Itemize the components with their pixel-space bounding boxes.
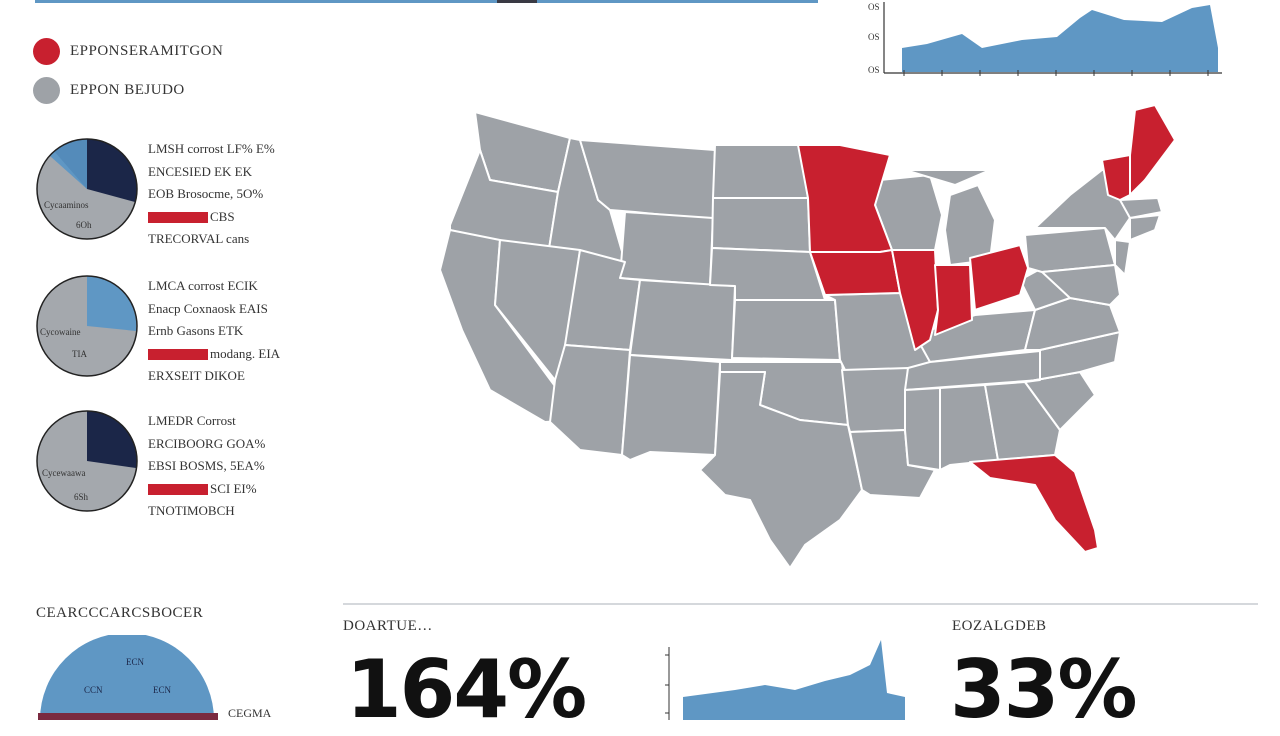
pie-block-3: Cycewaawa 6Sh LMEDR Corrost ERCIBOORG GO… (36, 410, 336, 520)
pie-line: LMEDR Corrost (148, 413, 236, 428)
state-ms (904, 387, 941, 471)
bottom-left-title: CEARCCCARCSBOCER (36, 605, 204, 621)
pie-label: CCN (84, 685, 103, 695)
pie-line-text: SCI EI% (210, 480, 257, 496)
pie-line-text: modang. EIA (210, 345, 281, 361)
pie-label: 6Oh (76, 220, 92, 230)
pie-label: Cycaaminos (44, 200, 89, 210)
pie-line: LMSH corrost LF% E% (148, 141, 275, 156)
pie-line: Enacp Coxnaosk EAIS (148, 300, 268, 316)
legend-item-base: EPPON BEJUDO (33, 77, 185, 104)
state-az (549, 344, 631, 456)
pie-chart-3: Cycewaawa 6Sh (36, 410, 138, 512)
state-ct (1129, 214, 1161, 241)
pie-3-lines: LMEDR Corrost ERCIBOORG GOA% EBSI BOSMS,… (148, 410, 265, 523)
state-nd (712, 144, 809, 199)
pie-block-2: Cycowaine TIA LMCA corrost ECIK Enacp Co… (36, 275, 336, 385)
pie-line-highlight: modang. EIA (148, 343, 280, 366)
pie-label: TIA (72, 349, 87, 359)
stat-label: EOZALGDEB (952, 618, 1047, 634)
state-co (629, 279, 736, 361)
pie-line: EBSI BOSMS, 5EA% (148, 458, 265, 473)
stat-value: 164% (346, 643, 587, 736)
pie-chart-2: Cycowaine TIA (36, 275, 138, 377)
pie-label: ECN (126, 657, 145, 667)
pie-1-lines: LMSH corrost LF% E% ENCESIED EK EK EOB B… (148, 138, 275, 251)
top-area-chart: OS OS OS (868, 2, 1222, 76)
pie-line: ERXSEIT DIKOE (148, 368, 245, 383)
pie-label: 6Sh (74, 492, 89, 502)
bottom-area-chart (665, 640, 905, 720)
state-sd (711, 197, 811, 253)
stat-label: DOARTUE… (343, 618, 433, 634)
pie-line: ERCIBOORG GOA% (148, 435, 266, 451)
pie-line: LMCA corrost ECIK (148, 278, 258, 293)
state-nm (621, 354, 721, 461)
legend-label: EPPON BEJUDO (70, 82, 185, 98)
pie-line: ENCESIED EK EK (148, 163, 252, 179)
pie-chart-1: Cycaaminos 6Oh (36, 138, 138, 240)
red-bar (148, 484, 208, 496)
pie-line: TRECORVAL cans (148, 231, 250, 246)
pie-line-highlight: SCI EI% (148, 478, 265, 501)
bottom-pie-chart: ECN CCN ECN (38, 635, 218, 720)
pie-2-lines: LMCA corrost ECIK Enacp Coxnaosk EAIS Er… (148, 275, 280, 388)
state-ma (1119, 197, 1163, 219)
pie-block-1: Cycaaminos 6Oh LMSH corrost LF% E% ENCES… (36, 138, 336, 248)
pie-line-highlight: CBS (148, 206, 275, 229)
top-bar-mark (497, 0, 537, 3)
state-wy (619, 211, 714, 286)
state-mi (904, 169, 991, 186)
state-nj (1114, 239, 1131, 276)
state-oh (969, 244, 1029, 311)
legend-swatch-red (33, 38, 60, 65)
bottom-left-footer: CEGMA (228, 706, 272, 720)
red-bar (148, 349, 208, 361)
state-ar (841, 367, 909, 433)
pie-line: TNOTIMOBCH (148, 503, 235, 518)
state-in (934, 264, 973, 336)
pie-label: Cycowaine (40, 327, 81, 337)
state-md (1041, 264, 1121, 306)
state-mn (797, 144, 893, 253)
red-bar (148, 212, 208, 224)
state-tx (699, 371, 863, 569)
legend-item-highlight: EPPONSERAMITGON (33, 38, 223, 65)
state-ks (731, 299, 841, 361)
legend-swatch-gray (33, 77, 60, 104)
stat-value: 33% (950, 643, 1137, 736)
pie-label: ECN (153, 685, 172, 695)
tick-label: OS (868, 2, 880, 12)
state-nh (1101, 154, 1131, 201)
state-fl (969, 454, 1099, 553)
pie-line: EOB Brosocme, 5O% (148, 186, 264, 201)
tick-label: OS (868, 32, 880, 42)
top-bar (35, 0, 818, 3)
pie-label: Cycewaawa (42, 468, 85, 478)
state-ia (809, 249, 901, 296)
state-ga (984, 381, 1061, 461)
us-map (439, 104, 1176, 569)
legend-label: EPPONSERAMITGON (70, 43, 224, 59)
state-me (1129, 104, 1176, 196)
pie-line-text: CBS (210, 208, 235, 224)
state-il (891, 249, 939, 351)
tick-label: OS (868, 65, 880, 75)
pie-line: Ernb Gasons ETK (148, 323, 244, 338)
section-divider (343, 603, 1258, 605)
